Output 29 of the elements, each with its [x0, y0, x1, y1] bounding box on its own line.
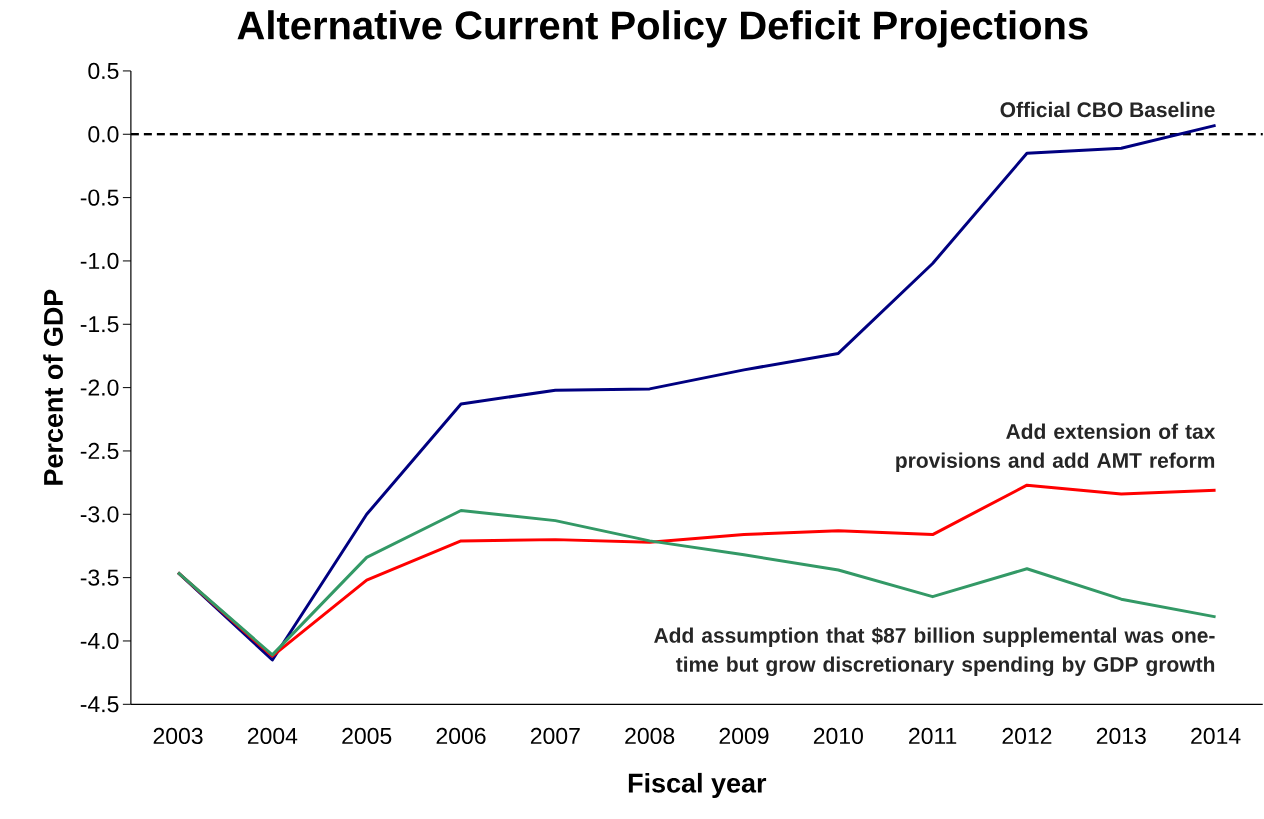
y-tick-label: -2.0	[80, 379, 119, 396]
y-tick-label: 0.5	[88, 62, 119, 79]
y-tick-label: -3.5	[80, 569, 119, 586]
y-tick-label: -2.5	[80, 442, 119, 459]
chart-title: Alternative Current Policy Deficit Projections	[237, 10, 1088, 48]
x-tick-label: 2005	[342, 727, 392, 744]
y-tick-label: -3.0	[80, 506, 119, 523]
x-tick-label: 2003	[153, 727, 203, 744]
series-label: Add extension of tax provisions and add AMT reform	[896, 423, 1216, 472]
x-tick-label: 2010	[813, 727, 863, 744]
x-tick-label: 2013	[1096, 727, 1146, 744]
y-tick-label: 0.0	[88, 126, 119, 143]
x-tick-label: 2012	[1002, 727, 1052, 744]
x-tick-label: 2007	[530, 727, 580, 744]
x-tick-label: 2006	[436, 727, 486, 744]
x-tick-label: 2011	[909, 727, 957, 744]
y-tick-label: -4.0	[80, 632, 119, 649]
x-tick-label: 2004	[247, 727, 298, 744]
x-tick-label: 2009	[719, 727, 769, 744]
y-tick-label: -1.5	[80, 316, 119, 333]
y-axis-title: Percent of GDP	[43, 289, 63, 485]
x-axis-title: Fiscal year	[628, 772, 767, 798]
y-tick-label: -4.5	[80, 696, 119, 713]
series-label: Official CBO Baseline	[1000, 101, 1215, 118]
y-tick-label: -0.5	[80, 189, 119, 206]
y-tick-label: -1.0	[80, 252, 119, 269]
series-label: Add assumption that $87 billion supplemental was one-time but grow discretionary spending by GDP growth	[654, 626, 1215, 676]
x-tick-label: 2008	[625, 727, 675, 744]
x-tick-label: 2014	[1191, 727, 1241, 744]
